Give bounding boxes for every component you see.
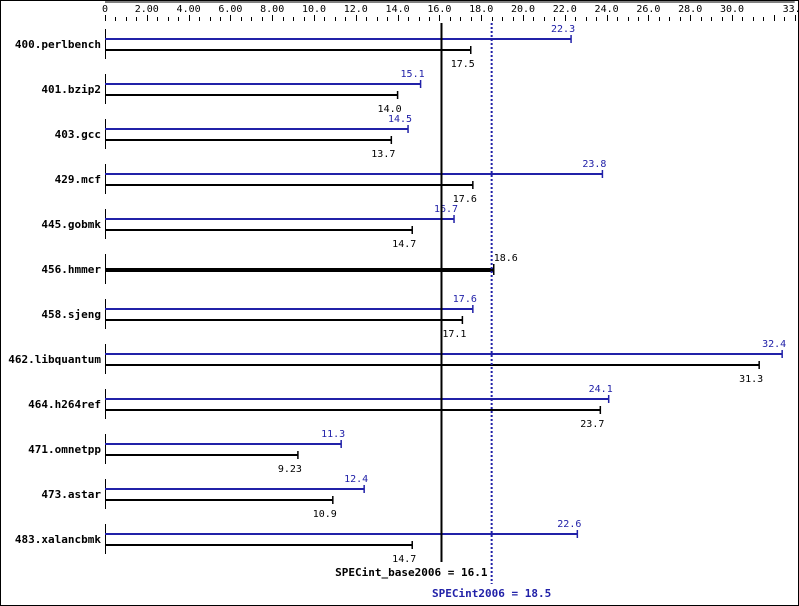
value-label-base: 17.1 (442, 329, 466, 340)
category-label: 429.mcf (55, 173, 101, 186)
value-label-peak: 23.8 (582, 159, 606, 170)
value-label-base: 31.3 (739, 374, 763, 385)
category-label: 464.h264ref (28, 398, 101, 411)
category-label: 483.xalancbmk (15, 533, 101, 546)
x-tick-label: 26.0 (636, 4, 660, 15)
x-tick-label: 4.00 (177, 4, 201, 15)
category-label: 473.astar (41, 488, 101, 501)
value-label-peak: 24.1 (589, 384, 613, 395)
x-tick-label: 22.0 (553, 4, 577, 15)
value-label-peak: 17.6 (453, 294, 477, 305)
value-label-base: 9.23 (278, 464, 302, 475)
category-label: 400.perlbench (15, 38, 101, 51)
value-label-base: 14.7 (392, 239, 416, 250)
x-tick-label: 16.0 (427, 4, 451, 15)
value-label-peak: 11.3 (321, 429, 345, 440)
x-tick-label: 24.0 (595, 4, 619, 15)
x-tick-label: 0 (102, 4, 108, 15)
value-label-peak: 32.4 (762, 339, 786, 350)
category-label: 403.gcc (55, 128, 101, 141)
value-label-peak: 22.6 (557, 519, 581, 530)
value-label-base: 10.9 (313, 509, 337, 520)
value-label-base: 23.7 (580, 419, 604, 430)
category-label: 462.libquantum (8, 353, 101, 366)
value-label-peak: 14.5 (388, 114, 412, 125)
value-label-peak: 15.1 (401, 69, 425, 80)
x-tick-label: 6.00 (218, 4, 242, 15)
category-label: 445.gobmk (41, 218, 101, 231)
x-tick-label: 20.0 (511, 4, 535, 15)
value-label-peak: 22.3 (551, 24, 575, 35)
x-tick-label: 18.0 (469, 4, 493, 15)
value-label-base: 14.0 (378, 104, 402, 115)
x-tick-label: 12.0 (344, 4, 368, 15)
x-tick-label: 14.0 (386, 4, 410, 15)
x-tick-label: 10.0 (302, 4, 326, 15)
value-label-base: 14.7 (392, 554, 416, 565)
value-label-base: 13.7 (371, 149, 395, 160)
value-label-base: 18.6 (494, 253, 518, 264)
x-tick-label: 30.0 (720, 4, 744, 15)
category-label: 458.sjeng (41, 308, 101, 321)
category-label: 401.bzip2 (41, 83, 101, 96)
x-tick-label: 8.00 (260, 4, 284, 15)
x-tick-label: 2.00 (135, 4, 159, 15)
value-label-base: 17.5 (451, 59, 475, 70)
peak-mean-label: SPECint2006 = 18.5 (432, 587, 551, 600)
value-label-base: 17.6 (453, 194, 477, 205)
base-mean-label: SPECint_base2006 = 16.1 (335, 566, 488, 579)
category-label: 456.hmmer (41, 263, 101, 276)
x-tick-label: 33.0 (783, 4, 798, 15)
category-label: 471.omnetpp (28, 443, 101, 456)
value-label-peak: 12.4 (344, 474, 368, 485)
x-tick-label: 28.0 (678, 4, 702, 15)
value-label-peak: 16.7 (434, 204, 458, 215)
